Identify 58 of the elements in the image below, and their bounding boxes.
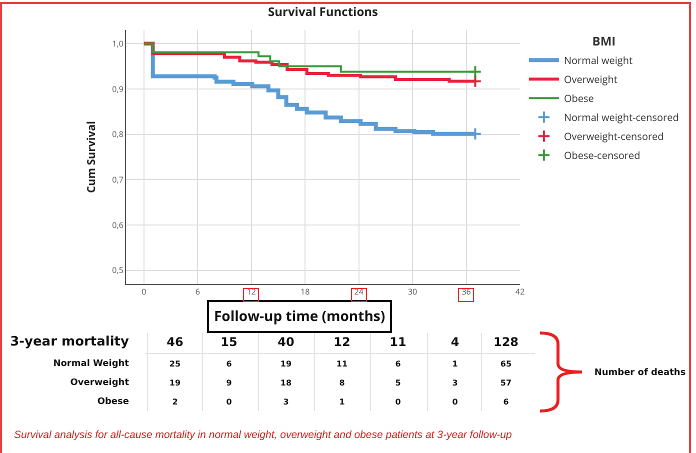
text: 5 [395, 378, 401, 388]
text: 57 [500, 378, 512, 388]
x-tick-label: 12 [246, 286, 256, 298]
chart-title: Survival Functions [268, 3, 378, 20]
text: 3 [452, 378, 458, 388]
text: 3 [283, 398, 289, 406]
text: 18 [280, 378, 292, 388]
legend-label: Obese [564, 91, 594, 105]
text: Overweight [70, 378, 129, 388]
text: 0 [395, 398, 401, 406]
text: 128 [493, 335, 519, 349]
text: 1 [339, 398, 345, 406]
text: 0 [452, 398, 458, 406]
text: 9 [226, 378, 232, 388]
y-tick-label: 0,8 [112, 129, 124, 140]
text: Survival analysis for all-cause mortality in normal weight, overweight and obese patients at 3-year follow-up [14, 429, 512, 441]
y-tick-label: 0,6 [112, 220, 124, 231]
legend-title: BMI [592, 32, 616, 50]
text: 40 [278, 335, 294, 349]
text: 0 [226, 398, 232, 406]
legend-label: Overweight [564, 72, 618, 86]
y-tick-label: 0,5 [112, 265, 124, 276]
text: 19 [280, 360, 292, 368]
legend-label: Overweight-censored [564, 129, 664, 143]
text: 8 [339, 378, 345, 388]
y-tick-label: 0,7 [112, 174, 124, 186]
x-tick-label: 24 [354, 286, 364, 298]
y-tick-label: 1,0 [112, 38, 124, 50]
text: Normal Weight [53, 359, 129, 369]
text: 15 [220, 335, 238, 349]
y-tick-label: 0,9 [112, 84, 124, 95]
text: 4 [450, 335, 460, 349]
x-tick-label: 0 [142, 286, 147, 298]
text: 6 [226, 360, 232, 368]
text: 25 [169, 360, 181, 368]
text: 1 [452, 360, 458, 368]
text: 19 [169, 378, 181, 388]
legend-label: Normal weight-censored [564, 110, 679, 124]
x-tick-label: 42 [515, 286, 525, 298]
text: 3-year mortality [10, 334, 129, 350]
text: 11 [390, 335, 406, 349]
text: 6 [503, 398, 509, 406]
x-tick-label: 30 [408, 286, 418, 298]
x-tick-label: 18 [300, 286, 310, 298]
text: 46 [166, 335, 184, 349]
x-axis-title: Follow-up time (months) [214, 307, 386, 326]
text: 2 [172, 398, 178, 406]
text: Obese [97, 397, 129, 407]
legend-label: Obese-censored [564, 148, 640, 162]
text: 65 [500, 360, 512, 368]
x-tick-label: 6 [195, 286, 200, 298]
text: 11 [336, 360, 348, 368]
legend-label: Normal weight [564, 53, 633, 67]
y-axis-title: Cum Survival [84, 120, 99, 194]
x-tick-label: 36 [462, 286, 472, 298]
text: 12 [334, 335, 350, 349]
text: 6 [395, 360, 401, 368]
text: Number of deaths [594, 368, 686, 378]
